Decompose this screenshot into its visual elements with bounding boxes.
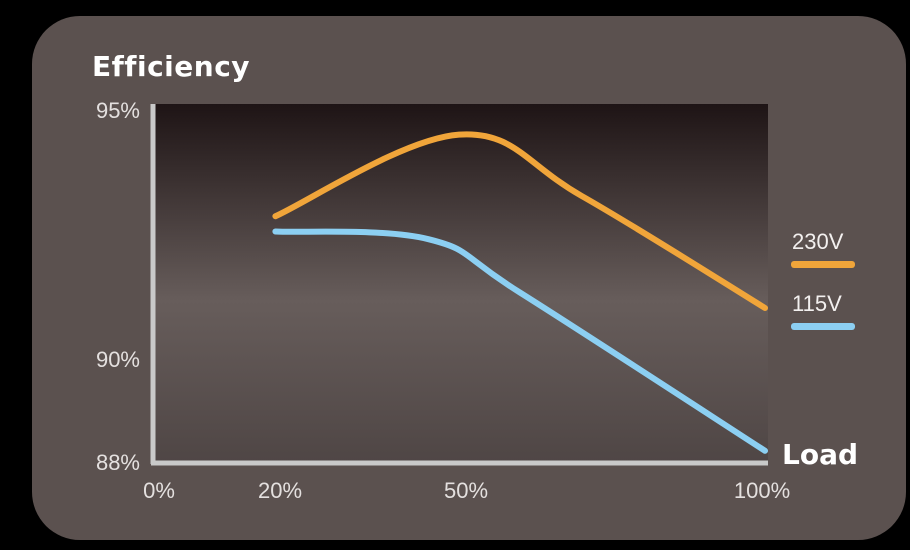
legend-swatch-115v [791, 323, 855, 330]
legend-swatch-230v [791, 261, 855, 268]
x-tick-label: 0% [143, 478, 175, 503]
y-tick-label: 90% [95, 347, 140, 372]
y-tick-label: 95% [95, 98, 140, 123]
x-tick-label: 20% [257, 478, 303, 503]
x-tick-label: 100% [733, 478, 791, 503]
plot-area [153, 104, 768, 462]
legend-label-230v: 230V [792, 229, 844, 254]
x-tick-label: 50% [443, 478, 489, 503]
x-axis-label: Load [782, 438, 859, 471]
y-tick-label: 88% [95, 450, 140, 475]
series-line-230v [272, 131, 768, 311]
series-line-115v [272, 228, 768, 454]
legend-label-115v: 115V [792, 291, 842, 316]
chart-title: Efficiency [92, 50, 251, 83]
